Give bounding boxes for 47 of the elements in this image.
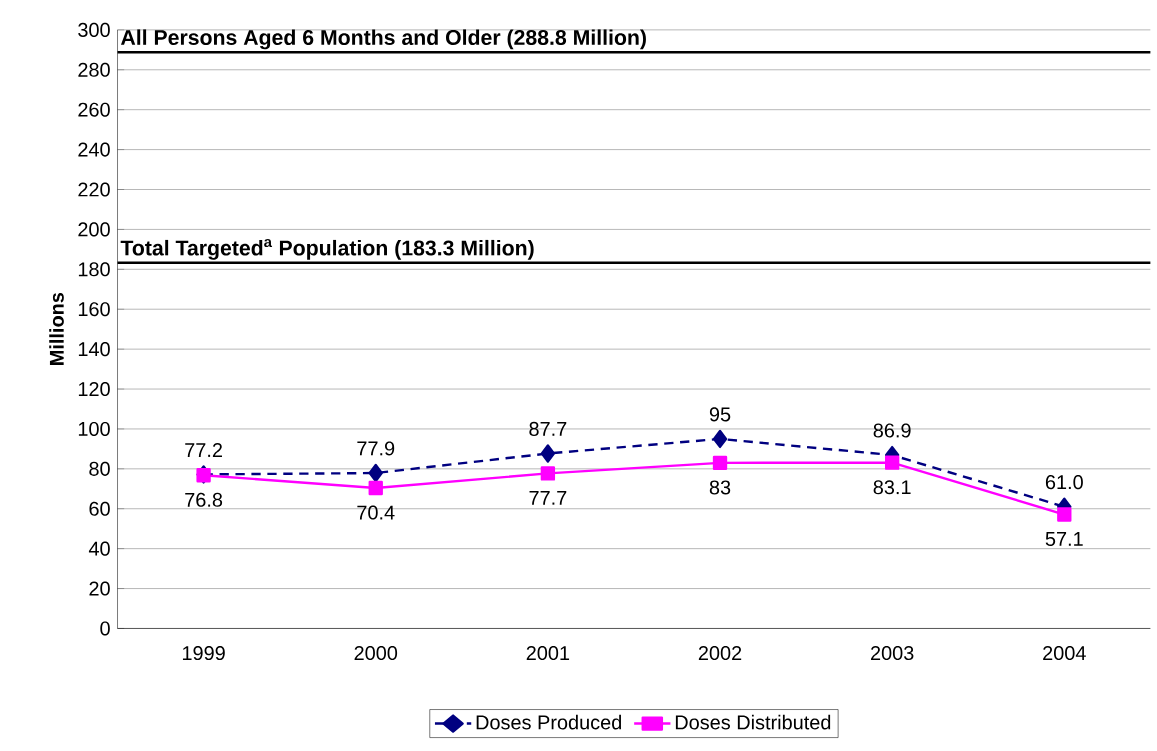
data-label: 77.9 (357, 441, 395, 456)
ref-line-label: Total Targeted$^{a}$ Population (183.3 Million) (120, 239, 534, 260)
data-label: 77.7 (529, 490, 567, 505)
point (712, 429, 728, 449)
y-tick-label: 220 (78, 182, 110, 197)
y-tick-label: 280 (78, 62, 110, 77)
data-label: 57.1 (1045, 532, 1083, 546)
data-label: 86.9 (873, 423, 911, 438)
y-tick-label: 0 (100, 621, 110, 636)
x-tick-label: 2001 (526, 646, 570, 661)
data-label: 70.4 (357, 505, 395, 520)
x-tick-label: 2002 (698, 646, 742, 661)
point (540, 466, 556, 481)
point (368, 480, 383, 496)
x-tick-label: 1999 (182, 646, 225, 661)
y-tick-label: 60 (89, 501, 110, 516)
point (1057, 507, 1072, 522)
data-label: 95 (709, 407, 731, 422)
point (884, 455, 900, 470)
y-tick-label: 200 (78, 222, 110, 237)
y-tick-label: 160 (78, 302, 110, 317)
data-label: 83.1 (873, 480, 911, 495)
x-tick-label: 2003 (871, 646, 914, 661)
y-tick-label: 260 (78, 102, 110, 117)
point (540, 444, 556, 463)
data-label: 61.0 (1045, 475, 1083, 490)
y-tick-label: 300 (78, 22, 110, 37)
legend-label: Doses Distributed (675, 714, 831, 730)
point (712, 455, 728, 471)
point (368, 463, 383, 483)
y-tick-label: 240 (78, 142, 110, 157)
data-label: 83 (709, 480, 731, 495)
y-tick-label: 80 (89, 461, 110, 476)
legend-label: Doses Produced (476, 714, 622, 730)
y-tick-label: 100 (78, 421, 110, 436)
y-axis-title: Millions (49, 292, 64, 365)
y-tick-label: 120 (78, 381, 110, 397)
ref-line-label: All Persons Aged 6 Months and Older (288.8 Million) (120, 29, 646, 50)
x-tick-label: 2000 (354, 646, 398, 661)
data-label: 77.2 (185, 443, 222, 457)
y-tick-label: 20 (89, 581, 110, 596)
data-label: 76.8 (185, 492, 223, 507)
x-tick-label: 2004 (1043, 646, 1086, 661)
y-tick-label: 40 (88, 541, 110, 556)
data-label: 87.7 (529, 421, 567, 436)
y-tick-label: 180 (78, 262, 110, 277)
y-tick-label: 140 (78, 342, 110, 357)
